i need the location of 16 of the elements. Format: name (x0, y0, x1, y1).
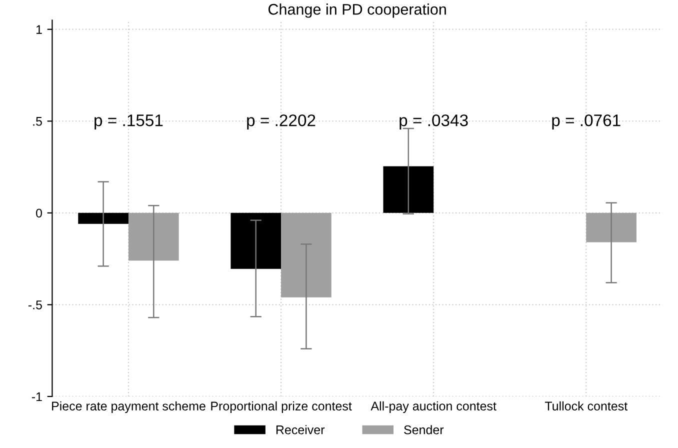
y-tick-label: -1 (32, 392, 42, 402)
x-tick-label: Tullock contest (544, 401, 628, 411)
annotation: p = .1551 (94, 114, 163, 130)
x-tick-label: All-pay auction contest (370, 401, 496, 413)
legend-label: Receiver (276, 425, 325, 434)
y-tick-label: -.5 (28, 300, 42, 310)
legend-label: Sender (404, 425, 444, 434)
annotation: p = .2202 (247, 114, 316, 130)
chart-title: Change in PD cooperation (268, 4, 446, 18)
y-tick-label: .5 (33, 117, 42, 126)
annotation: p = .0343 (400, 114, 468, 130)
x-tick-label: Proportional prize contest (211, 401, 352, 413)
y-tick-label: 0 (36, 208, 42, 218)
x-tick-label: Piece rate payment scheme (52, 401, 206, 413)
y-tick-label: 1 (36, 25, 42, 34)
annotation: p = .0761 (552, 114, 620, 130)
